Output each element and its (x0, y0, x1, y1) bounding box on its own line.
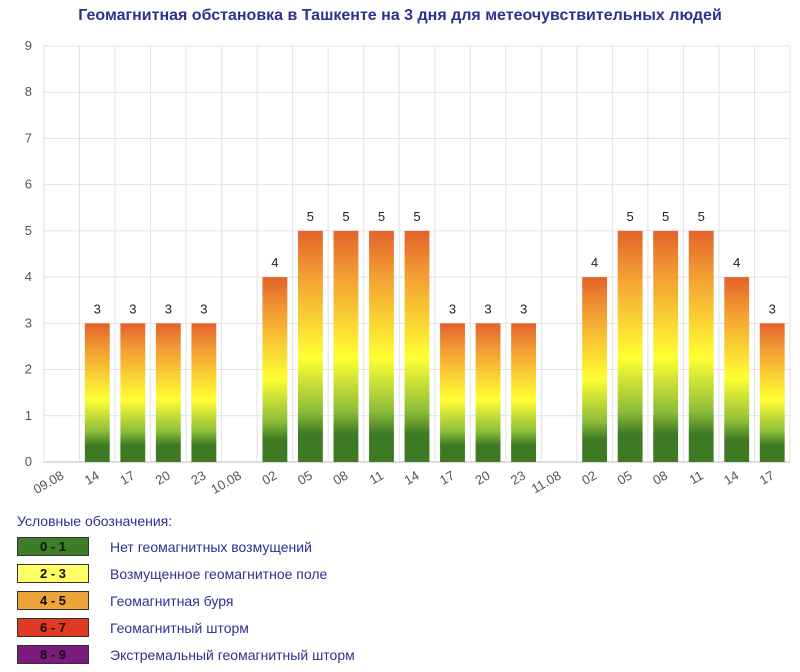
bar-value-label: 3 (94, 301, 101, 316)
bar-value-label: 5 (307, 209, 314, 224)
x-axis-ticks: 09.08 14 17 20 23 10.08 02 05 08 11 14 17 20 23 11.08 0… (31, 468, 777, 497)
legend-label: Нет геомагнитных возмущений (110, 539, 312, 555)
bar-value-label: 4 (271, 255, 278, 270)
legend-title: Условные обозначения: (17, 513, 173, 529)
x-tick-label: 14 (401, 468, 421, 488)
bar (191, 323, 217, 462)
y-tick-label: 4 (25, 269, 32, 284)
bar-value-label: 4 (733, 255, 740, 270)
x-tick-label: 10.08 (208, 468, 244, 497)
bar (688, 230, 714, 462)
bar (333, 230, 359, 462)
bar-value-label: 3 (769, 301, 776, 316)
x-tick-label: 08 (330, 468, 350, 488)
bar-value-label: 5 (627, 209, 634, 224)
legend-item: 2 - 3 Возмущенное геомагнитное поле (17, 564, 517, 591)
x-tick-label: 17 (117, 468, 137, 488)
x-tick-label: 09.08 (31, 468, 67, 497)
bar-value-label: 3 (449, 301, 456, 316)
x-tick-label: 23 (508, 468, 528, 488)
bar-value-label: 3 (484, 301, 491, 316)
y-tick-label: 9 (25, 38, 32, 53)
x-tick-label: 02 (259, 468, 279, 488)
bar-value-label: 3 (200, 301, 207, 316)
legend-swatch: 6 - 7 (17, 618, 89, 637)
legend-item: 6 - 7 Геомагнитный шторм (17, 618, 517, 645)
bar-value-label: 3 (165, 301, 172, 316)
bar (262, 277, 288, 462)
legend-items: 0 - 1 Нет геомагнитных возмущений 2 - 3 Воз… (17, 537, 517, 672)
bar-value-label: 5 (662, 209, 669, 224)
legend-swatch: 4 - 5 (17, 591, 89, 610)
y-tick-label: 1 (25, 408, 32, 423)
bar-value-label: 4 (591, 255, 598, 270)
y-tick-label: 7 (25, 130, 32, 145)
legend-swatch: 8 - 9 (17, 645, 89, 664)
x-tick-label: 11 (367, 468, 386, 488)
bars (84, 230, 785, 462)
y-tick-label: 8 (25, 84, 32, 99)
x-tick-label: 17 (437, 468, 457, 488)
bar (440, 323, 465, 462)
y-tick-label: 5 (25, 223, 32, 238)
bar-value-label: 3 (520, 301, 527, 316)
legend-item: 4 - 5 Геомагнитная буря (17, 591, 517, 618)
bar-value-label: 5 (698, 209, 705, 224)
bar (404, 230, 430, 462)
x-tick-label: 02 (579, 468, 599, 488)
x-tick-label: 11.08 (529, 468, 564, 497)
bar-value-label: 5 (413, 209, 420, 224)
legend-label: Геомагнитная буря (110, 593, 234, 609)
x-tick-label: 14 (721, 468, 741, 488)
x-tick-label: 08 (650, 468, 670, 488)
y-tick-label: 3 (25, 315, 32, 330)
bar (759, 323, 785, 462)
bar (369, 230, 394, 462)
chart-title: Геомагнитная обстановка в Ташкенте на 3 … (78, 7, 722, 24)
y-tick-label: 6 (25, 177, 32, 192)
x-tick-label: 20 (473, 468, 493, 488)
bar (617, 230, 643, 462)
legend-swatch: 2 - 3 (17, 564, 89, 583)
bar (120, 323, 146, 462)
x-tick-label: 05 (295, 468, 315, 488)
legend-item: 8 - 9 Экстремальный геомагнитный шторм (17, 645, 517, 672)
bar (155, 323, 181, 462)
x-tick-label: 14 (82, 468, 102, 488)
x-tick-label: 23 (188, 468, 208, 488)
legend-label: Экстремальный геомагнитный шторм (110, 647, 355, 663)
legend-label: Возмущенное геомагнитное поле (110, 566, 328, 582)
x-tick-label: 11 (686, 468, 705, 488)
bar (653, 230, 679, 462)
legend-swatch: 0 - 1 (17, 537, 89, 556)
x-tick-label: 20 (153, 468, 173, 488)
bar (297, 230, 323, 462)
bar (724, 277, 750, 462)
bar (511, 323, 537, 462)
legend-item: 0 - 1 Нет геомагнитных возмущений (17, 537, 517, 564)
bar-value-label: 5 (342, 209, 349, 224)
y-axis-ticks: 0 1 2 3 4 5 6 7 8 9 (25, 38, 32, 469)
data-labels: 3 3 3 3 4 5 5 5 5 3 3 3 4 5 5 5 4 3 (94, 209, 776, 316)
legend: Условные обозначения: 0 - 1 Нет геомагнит… (17, 513, 517, 672)
legend-label: Геомагнитный шторм (110, 620, 249, 636)
x-tick-label: 05 (615, 468, 635, 488)
bar (582, 277, 608, 462)
x-tick-label: 17 (757, 468, 777, 488)
bar (475, 323, 501, 462)
bar (84, 323, 110, 462)
bar-value-label: 3 (129, 301, 136, 316)
bar-value-label: 5 (378, 209, 385, 224)
y-tick-label: 2 (25, 362, 32, 377)
y-tick-label: 0 (25, 454, 32, 469)
